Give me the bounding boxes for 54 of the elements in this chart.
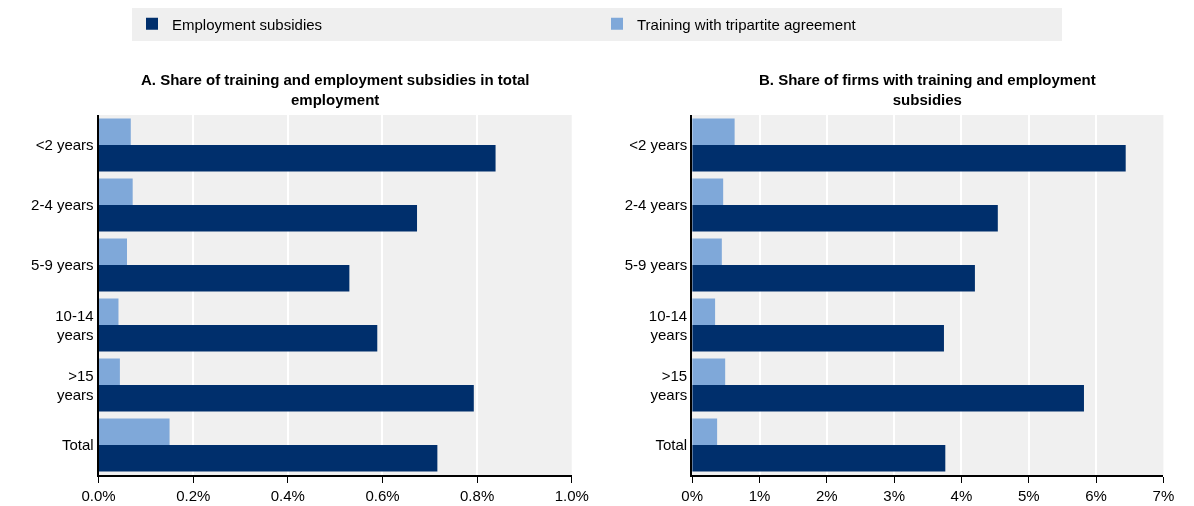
y-tick-label: 5-9 years	[624, 256, 688, 274]
bar	[98, 385, 474, 412]
bar	[692, 118, 735, 145]
x-tick-label: 1.0%	[554, 487, 589, 504]
bar	[692, 445, 946, 472]
bar	[692, 265, 975, 292]
x-tick-label: 5%	[1017, 487, 1040, 504]
bar	[98, 325, 378, 352]
y-tick-label: 10-14 years	[55, 306, 94, 343]
bar	[692, 145, 1126, 172]
x-tick-label: 0.2%	[176, 487, 211, 504]
x-tick-label: 6%	[1085, 487, 1107, 504]
x-tick-label: 0.4%	[270, 487, 305, 504]
bar	[98, 145, 496, 172]
x-tick-label: 2%	[816, 487, 838, 504]
bar	[98, 178, 133, 205]
bar	[98, 205, 418, 232]
y-tick-label: <2 years	[35, 136, 94, 154]
bar	[692, 418, 718, 445]
y-tick-label: Total	[655, 436, 688, 454]
bar	[98, 445, 438, 472]
chart-title: B. Share of firms with training and employment subsidies	[759, 71, 1096, 108]
y-tick-label: >15 years	[650, 366, 688, 403]
bar	[98, 358, 120, 385]
x-tick-label: 3%	[883, 487, 905, 504]
legend-label: Employment subsidies	[172, 15, 323, 33]
legend-label: Training with tripartite agreement	[637, 15, 857, 33]
chart-title: A. Share of training and employment subsidies in total employment	[141, 71, 530, 108]
x-tick-label: 0.0%	[81, 487, 116, 504]
bar	[692, 298, 716, 325]
x-tick-label: 4%	[950, 487, 973, 504]
bar	[692, 358, 726, 385]
x-tick-label: 0.6%	[365, 487, 400, 504]
bar	[692, 325, 944, 352]
bar	[692, 205, 998, 232]
y-tick-label: Total	[61, 436, 94, 454]
x-tick-label: 0%	[681, 487, 704, 504]
y-tick-label: 10-14 years	[648, 306, 688, 343]
bar	[98, 118, 131, 145]
bar	[98, 238, 127, 265]
bar	[692, 178, 724, 205]
x-tick-label: 7%	[1152, 487, 1175, 504]
x-tick-label: 1%	[748, 487, 771, 504]
y-tick-label: 2-4 years	[31, 196, 94, 214]
y-tick-label: <2 years	[629, 136, 688, 154]
y-tick-label: 5-9 years	[31, 256, 94, 274]
bar	[692, 385, 1084, 412]
y-tick-label: 2-4 years	[624, 196, 688, 214]
x-tick-label: 0.8%	[460, 487, 495, 504]
bar	[98, 265, 350, 292]
bar	[98, 298, 119, 325]
y-tick-label: >15 years	[56, 366, 94, 403]
bar	[98, 418, 170, 445]
bar	[692, 238, 722, 265]
